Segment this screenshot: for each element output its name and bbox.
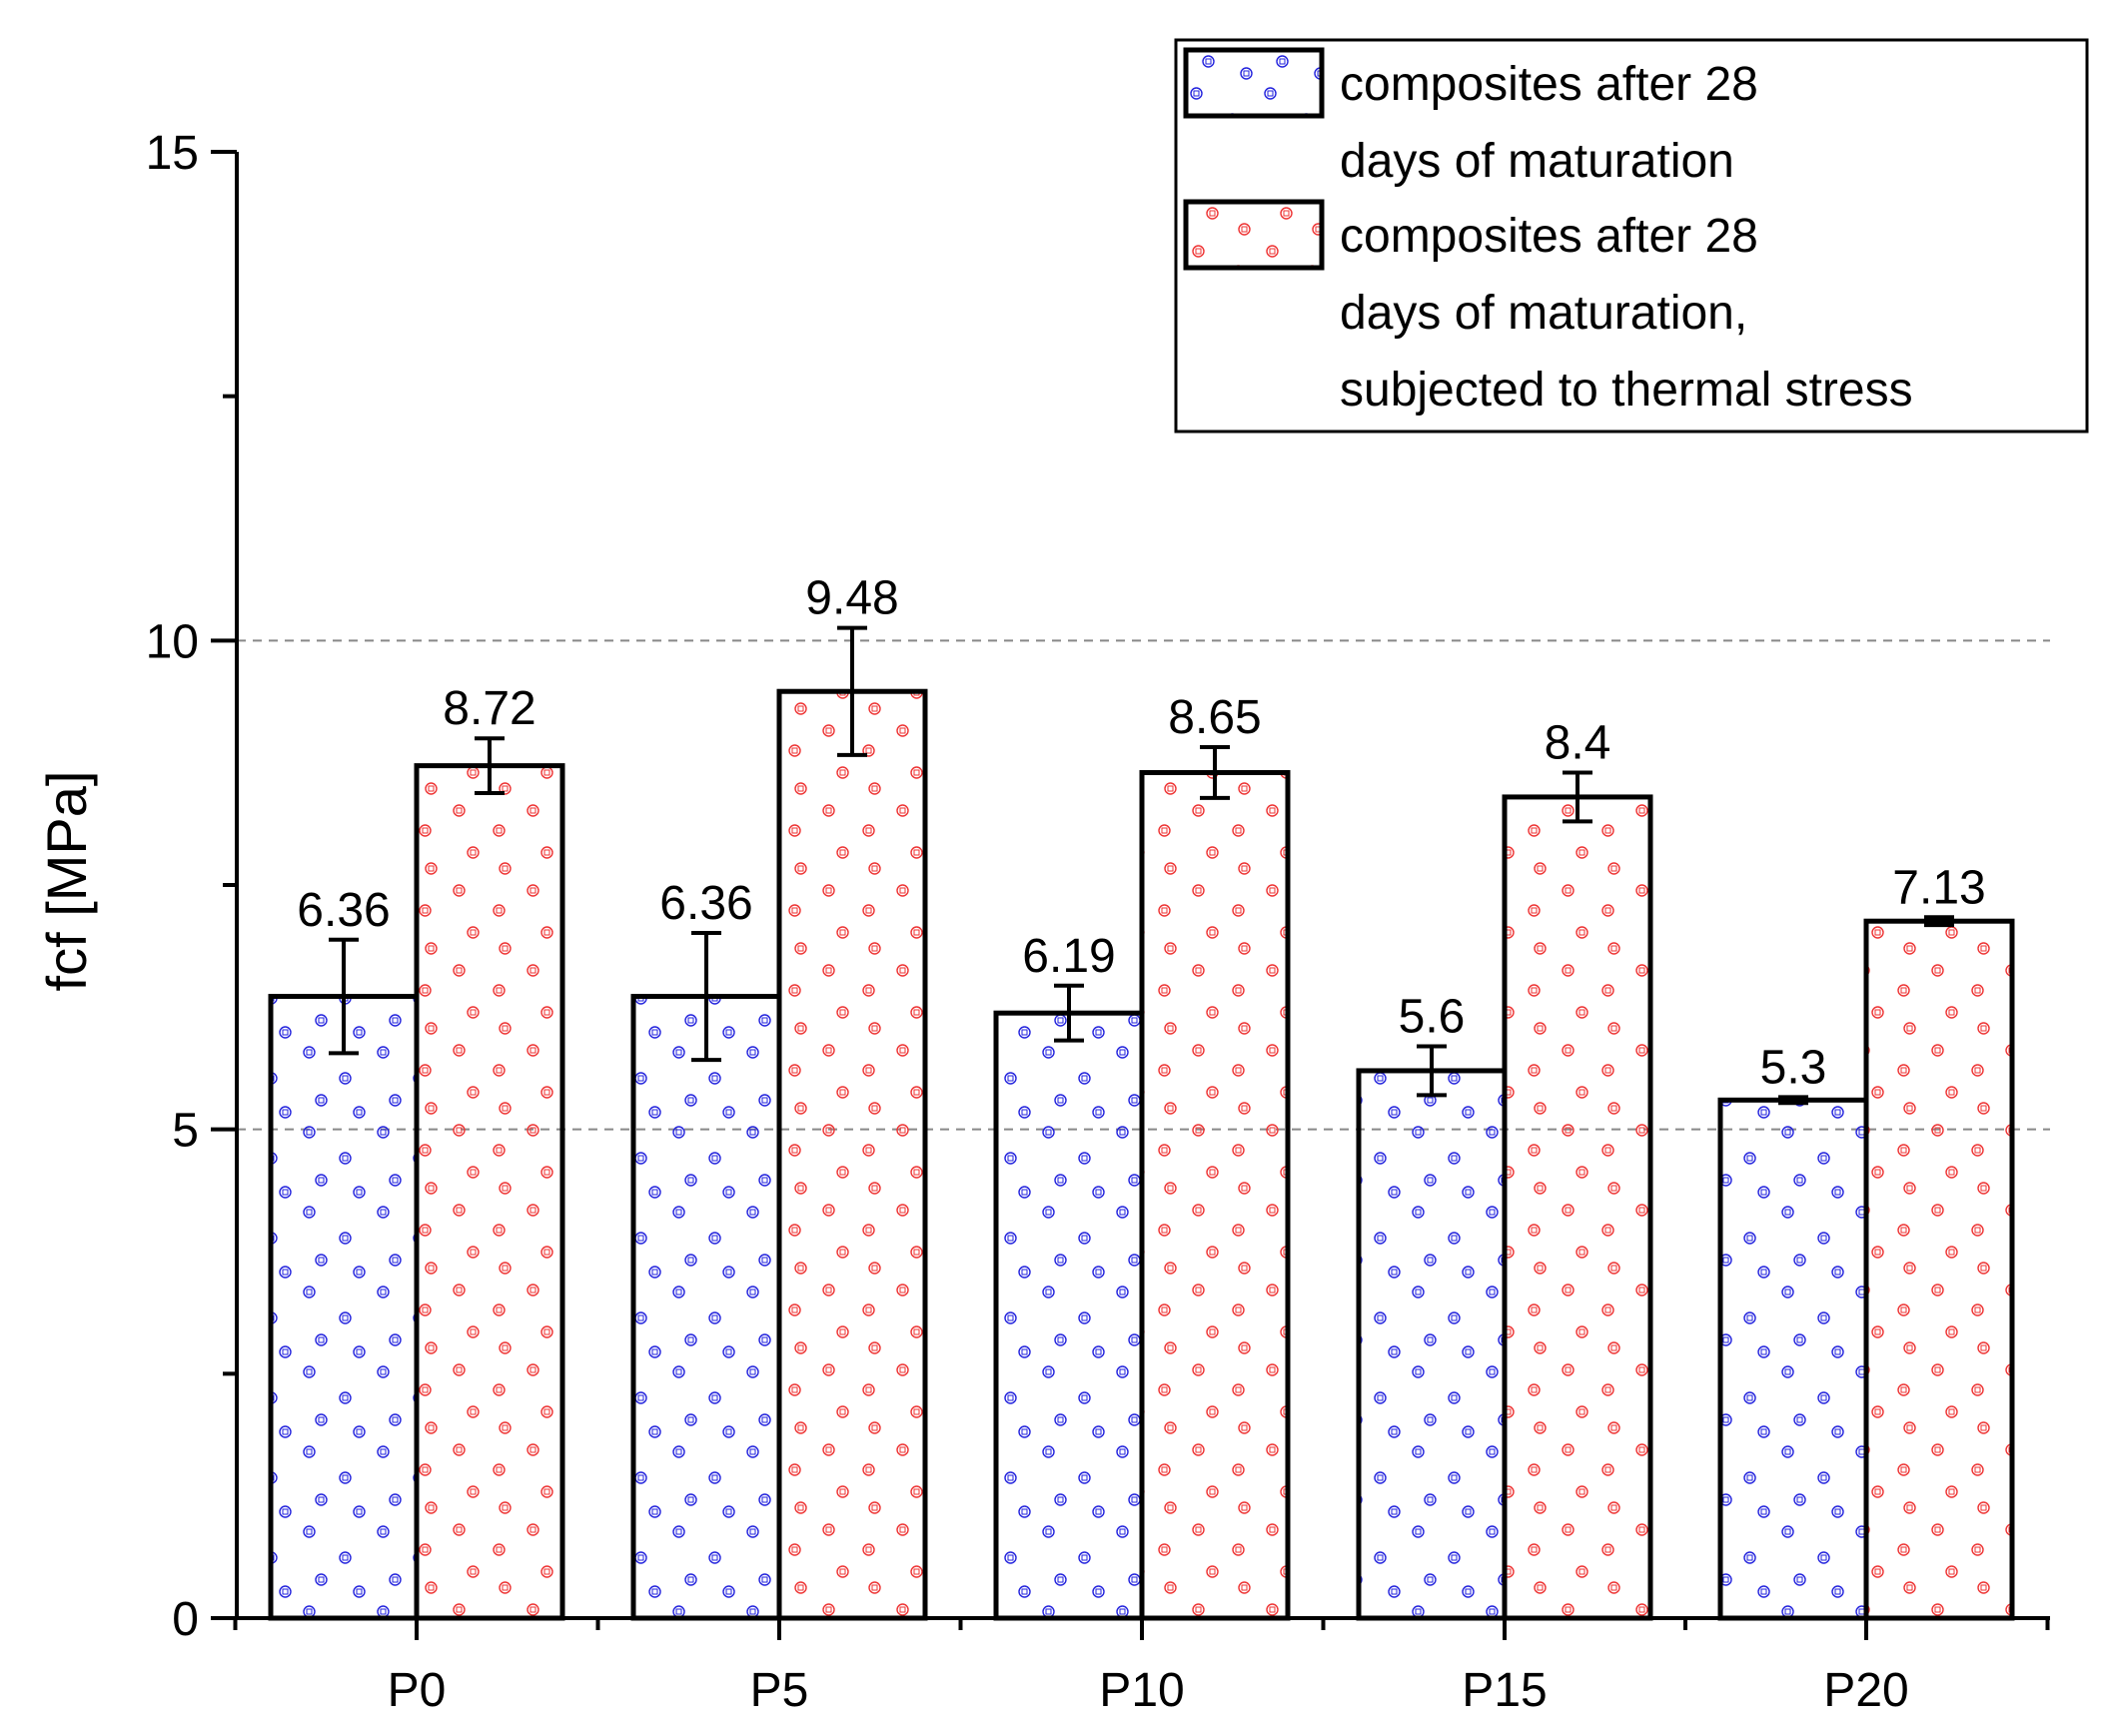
category-label-P5: P5	[750, 1664, 809, 1717]
data-label-s0-P20: 5.3	[1760, 1041, 1827, 1094]
data-label-s0-P5: 6.36	[659, 877, 752, 930]
category-label-P10: P10	[1099, 1664, 1184, 1717]
data-label-s0-P10: 6.19	[1022, 930, 1115, 983]
data-label-s1-P15: 8.4	[1545, 716, 1611, 769]
category-label-P0: P0	[388, 1664, 447, 1717]
legend-swatch-s1	[1183, 199, 1325, 271]
legend-label-s0-line0: composites after 28	[1340, 58, 1758, 111]
y-tick-label-15: 15	[146, 127, 199, 180]
bars	[268, 688, 2015, 1621]
bar-s1-P20	[1863, 918, 2015, 1621]
tick-labels: 0 5 10 15	[146, 127, 199, 1646]
error-bars	[329, 625, 1954, 1106]
y-tick-label-0: 0	[172, 1593, 199, 1646]
legend-swatch-s0	[1183, 47, 1325, 119]
data-label-s0-P0: 6.36	[297, 884, 390, 937]
y-tick-label-5: 5	[172, 1105, 199, 1158]
data-labels: 6.36 6.36 6.19 5.6 5.3 8.72 9.48 8.65 8.4 7.13	[297, 572, 1985, 1095]
bar-s1-P0	[414, 763, 565, 1621]
bar-s0-P15	[1356, 1068, 1508, 1621]
bar-s0-P20	[1717, 1097, 1869, 1621]
y-axis-title: fcf [MPa]	[35, 771, 98, 992]
legend-label-s1-line2: subjected to thermal stress	[1340, 364, 1913, 417]
bar-s1-P10	[1139, 769, 1291, 1621]
legend-label-s1-line1: days of maturation,	[1340, 287, 1747, 340]
legend-label-s0-line1: days of maturation	[1340, 135, 1734, 188]
bar-s1-P15	[1502, 794, 1653, 1621]
bar-s0-P10	[993, 1010, 1145, 1621]
data-label-s0-P15: 5.6	[1399, 990, 1466, 1043]
category-label-P20: P20	[1823, 1664, 1908, 1717]
legend-box	[1174, 38, 2089, 434]
bar-s1-P5	[776, 688, 928, 1621]
data-label-s1-P0: 8.72	[443, 682, 535, 735]
category-labels: P0 P5 P10 P15 P20	[388, 1664, 1909, 1717]
bar-s0-P5	[630, 994, 782, 1621]
data-label-s1-P5: 9.48	[805, 572, 898, 625]
data-label-s1-P10: 8.65	[1168, 691, 1261, 744]
legend-label-s1-line0: composites after 28	[1340, 210, 1758, 263]
axes	[211, 150, 2050, 1640]
bar-s0-P0	[268, 994, 420, 1621]
data-label-s1-P20: 7.13	[1892, 861, 1985, 914]
legend: composites after 28 days of maturation com…	[1174, 38, 2089, 434]
y-tick-label-10: 10	[146, 615, 199, 668]
category-label-P15: P15	[1462, 1664, 1547, 1717]
